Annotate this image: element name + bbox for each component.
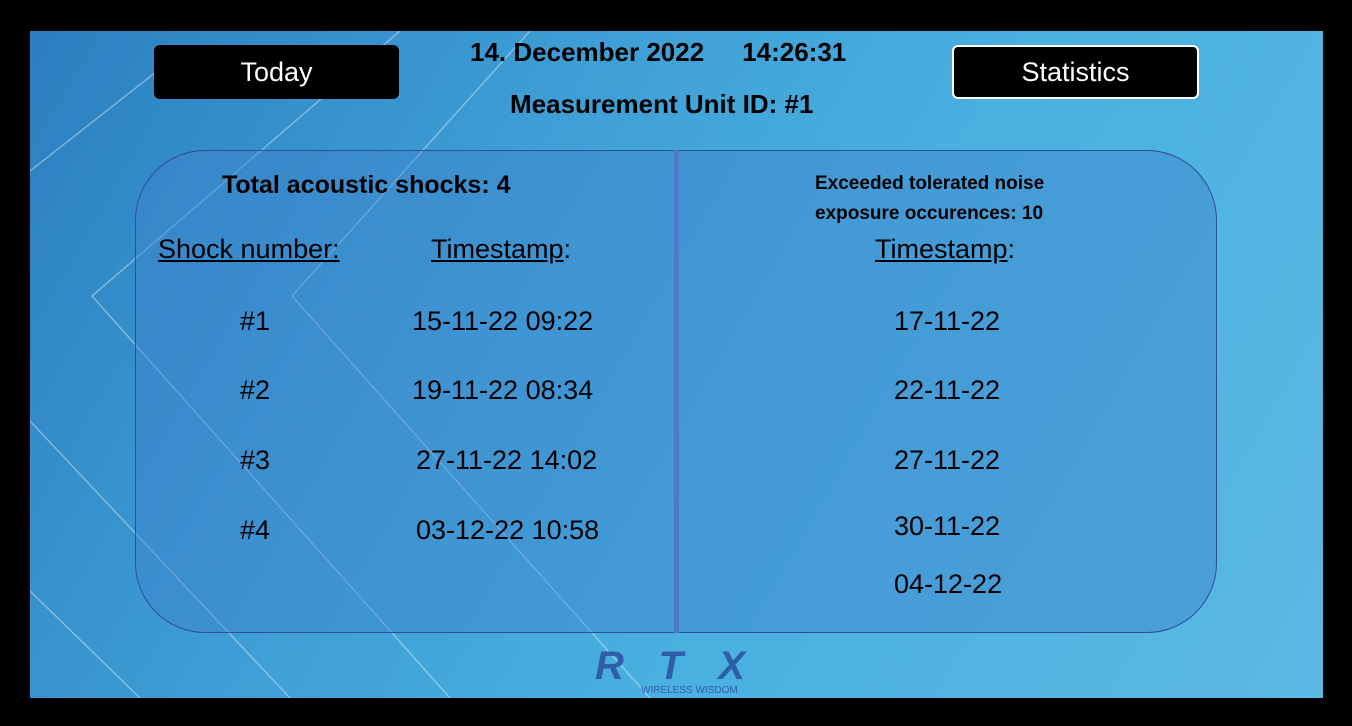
current-time: 14:26:31: [742, 37, 847, 67]
shock-timestamp: 19-11-22 08:34: [412, 375, 594, 405]
exposure-date: 27-11-22: [894, 445, 1001, 475]
dashboard-screen: Today Statistics 14. December 2022 14:26:…: [30, 31, 1323, 698]
logo-brand: RTX: [595, 644, 747, 688]
exposure-date: 17-11-22: [894, 306, 1001, 336]
shock-number: #1: [240, 306, 271, 336]
background-decoration: [30, 31, 651, 698]
current-datetime: 14. December 2022 14:26:31: [470, 37, 846, 68]
exposure-date: 22-11-22: [894, 375, 1001, 405]
shock-number: #4: [240, 515, 271, 545]
today-button[interactable]: Today: [154, 45, 399, 99]
shock-timestamp: 15-11-22 09:22: [412, 306, 594, 336]
exceeded-noise-exposure: Exceeded tolerated noise exposure occure…: [815, 169, 1044, 229]
shock-number-header: Shock number:: [158, 234, 340, 264]
current-date: 14. December 2022: [470, 37, 705, 67]
exposure-timestamp-header: Timestamp:: [875, 234, 1016, 264]
total-acoustic-shocks: Total acoustic shocks: 4: [222, 171, 511, 199]
measurement-unit-id: Measurement Unit ID: #1: [510, 89, 814, 119]
shock-timestamp: 03-12-22 10:58: [416, 515, 600, 545]
shock-timestamp: 27-11-22 14:02: [416, 445, 598, 475]
exposure-date: 30-11-22: [894, 511, 1001, 541]
shock-number: #2: [240, 375, 271, 405]
panel-divider: [674, 150, 679, 633]
logo-tagline: WIRELESS WISDOM: [641, 685, 738, 695]
statistics-button[interactable]: Statistics: [952, 45, 1199, 99]
exceeded-label-line2: exposure occurences: 10: [815, 203, 1044, 224]
rtx-logo: RTX WIRELESS WISDOM: [595, 644, 747, 695]
shock-timestamp-header: Timestamp:: [431, 234, 572, 264]
shock-number: #3: [240, 445, 271, 475]
exposure-date: 04-12-22: [894, 569, 1003, 599]
exceeded-label-line1: Exceeded tolerated noise: [815, 173, 1045, 194]
